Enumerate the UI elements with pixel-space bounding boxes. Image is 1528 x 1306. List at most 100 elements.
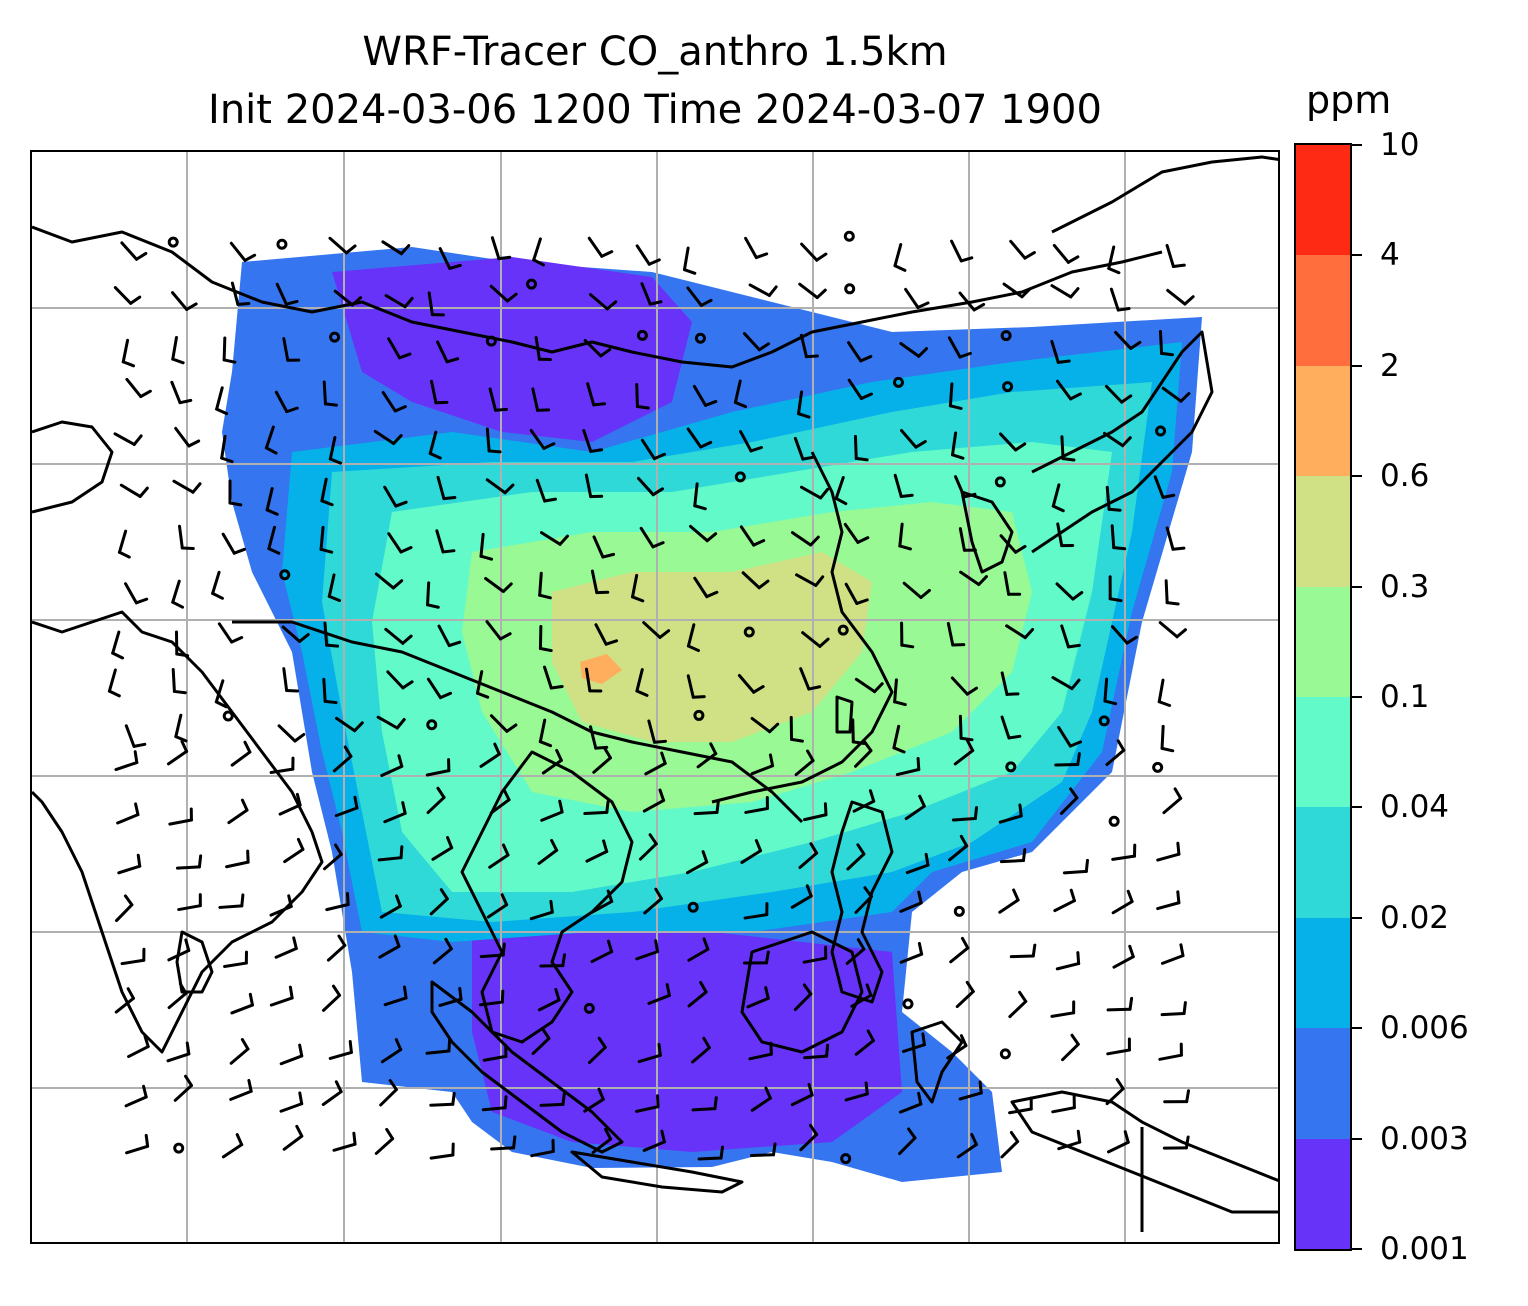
wind-barb: [592, 535, 616, 559]
wind-barb: [119, 483, 149, 498]
wind-barb: [269, 894, 293, 917]
wind-barb: [279, 1043, 304, 1066]
calm-wind-marker: [279, 569, 291, 581]
colorbar-segment: [1296, 697, 1350, 808]
wind-barb: [1060, 624, 1081, 649]
wind-barb: [1055, 951, 1081, 971]
wind-barb: [1111, 889, 1134, 915]
wind-barb: [269, 985, 294, 1007]
wind-barb: [631, 573, 645, 603]
wind-barb: [229, 1038, 250, 1065]
wind-barb: [479, 942, 506, 959]
map-panel: [30, 150, 1280, 1244]
wind-barb: [283, 837, 305, 864]
coast-china-east: [711, 451, 894, 804]
wind-barb: [321, 1080, 343, 1107]
wind-barb: [590, 939, 614, 964]
wind-barb: [115, 894, 134, 923]
colorbar-tick-label: 0.003: [1380, 1120, 1469, 1157]
wind-barb: [800, 242, 828, 262]
colorbar-tick-mark: [1352, 1248, 1362, 1250]
wind-barb: [686, 286, 713, 307]
wind-barb: [537, 838, 559, 865]
wind-barb: [426, 677, 453, 700]
wind-barb: [113, 286, 142, 305]
wind-barb: [384, 294, 414, 309]
wind-barb: [177, 893, 202, 912]
wind-barb: [793, 436, 816, 461]
wind-barb: [687, 937, 710, 962]
wind-barb: [1055, 582, 1084, 601]
wind-barb: [116, 802, 140, 825]
wind-barb: [799, 1123, 819, 1152]
wind-barb: [171, 579, 185, 609]
wind-barb: [1105, 1077, 1125, 1106]
wind-barb: [111, 630, 125, 660]
wind-barb: [750, 716, 780, 734]
wind-barb: [530, 1138, 555, 1158]
wind-barb: [1009, 239, 1036, 260]
colorbar-tick-mark: [1352, 144, 1362, 146]
colorbar-tick-mark: [1352, 1137, 1362, 1140]
wind-barb: [120, 241, 148, 261]
wind-barb: [539, 953, 567, 968]
wind-barb: [682, 246, 697, 275]
calm-wind-marker: [902, 998, 914, 1010]
wind-barb: [333, 289, 363, 307]
wind-barb: [1166, 288, 1195, 306]
colorbar: [1294, 143, 1352, 1251]
wind-barb: [1050, 1000, 1076, 1018]
wind-barb: [1103, 677, 1118, 706]
wind-barb: [174, 713, 188, 743]
map-canvas: [32, 152, 1278, 1242]
wind-barb: [958, 714, 974, 742]
wind-barb: [1061, 1033, 1080, 1062]
wind-barb: [387, 337, 412, 360]
wind-barb: [332, 1131, 357, 1152]
wind-barb: [998, 432, 1027, 452]
wind-barb: [173, 1074, 193, 1102]
wind-barb: [642, 788, 666, 813]
wind-barb: [798, 842, 819, 869]
calm-wind-marker: [999, 1048, 1011, 1060]
wind-barb: [686, 427, 713, 449]
wind-barb: [1109, 287, 1131, 312]
wind-barb: [1051, 1095, 1076, 1114]
wind-barb: [1112, 944, 1135, 969]
coast-arabia-west: [32, 420, 114, 514]
wind-barb: [1000, 715, 1022, 740]
calm-wind-marker: [694, 332, 706, 344]
wind-barb: [222, 336, 237, 364]
wind-barb: [178, 524, 195, 551]
calm-wind-marker: [743, 626, 755, 638]
coast-korea: [960, 490, 1014, 574]
wind-barb: [1008, 990, 1028, 1019]
calm-wind-marker: [837, 624, 849, 636]
wind-barb: [386, 670, 414, 690]
calm-wind-marker: [526, 278, 538, 290]
wind-barb: [332, 745, 353, 773]
wind-barb: [744, 236, 769, 260]
wind-barb: [590, 569, 610, 595]
wind-barb: [1106, 996, 1134, 1012]
wind-barb: [1050, 284, 1080, 299]
wind-barb: [798, 282, 827, 300]
wind-barb: [697, 1145, 724, 1161]
calm-wind-marker: [687, 901, 699, 913]
wind-barb: [334, 716, 364, 733]
wind-barb: [488, 843, 510, 869]
calm-wind-marker: [1108, 815, 1120, 827]
wind-barb: [1003, 571, 1022, 596]
wind-barb: [584, 667, 603, 693]
wind-barb: [267, 525, 281, 555]
wind-barb: [326, 934, 347, 962]
wind-barb: [689, 524, 718, 543]
wind-barb: [429, 1091, 456, 1107]
wind-barb: [225, 849, 250, 869]
wind-barb: [647, 983, 671, 1005]
calm-wind-marker: [844, 283, 856, 295]
wind-barb: [750, 1142, 777, 1158]
wind-barb: [1158, 621, 1187, 639]
wind-barb: [1158, 1042, 1183, 1061]
wind-barb: [426, 581, 440, 609]
